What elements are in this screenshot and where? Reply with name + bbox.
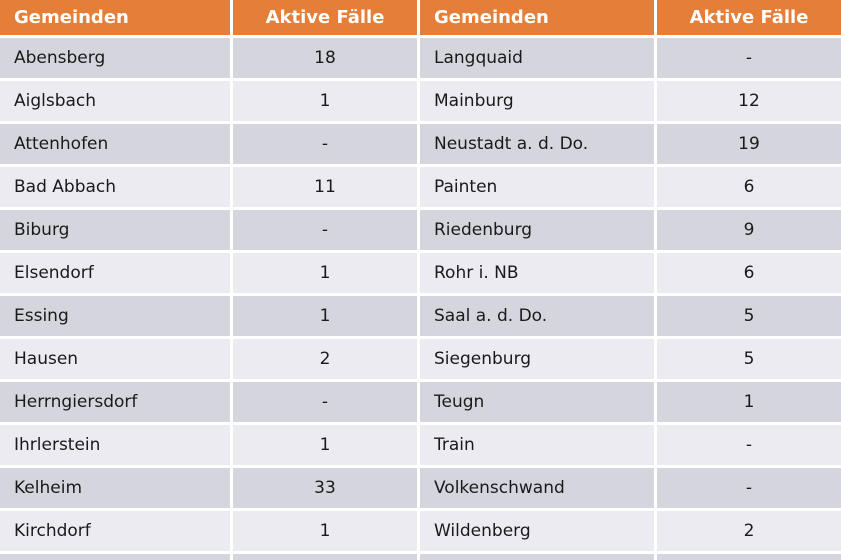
gemeinde-cell: Herrngiersdorf — [0, 382, 230, 422]
gemeinde-cell: Wildenberg — [420, 511, 654, 551]
gemeinde-cell: Saal a. d. Do. — [420, 296, 654, 336]
faelle-cell: 2 — [657, 511, 841, 551]
faelle-cell: 1 — [233, 296, 417, 336]
gemeinde-cell: Kelheim — [0, 468, 230, 508]
header-faelle-right: Aktive Fälle — [657, 0, 841, 35]
gemeinde-cell: Bad Abbach — [0, 167, 230, 207]
faelle-cell: - — [233, 210, 417, 250]
gemeinde-cell: Train — [420, 425, 654, 465]
faelle-cell: 5 — [657, 339, 841, 379]
gemeinde-cell: Elsendorf — [0, 253, 230, 293]
gemeinde-cell: Teugn — [420, 382, 654, 422]
faelle-cell: - — [233, 124, 417, 164]
cutoff-row-cell — [0, 554, 230, 560]
gemeinde-cell: Attenhofen — [0, 124, 230, 164]
faelle-cell: 33 — [233, 468, 417, 508]
faelle-cell: 1 — [233, 81, 417, 121]
faelle-cell: 6 — [657, 167, 841, 207]
gemeinde-cell: Mainburg — [420, 81, 654, 121]
gemeinde-cell: Biburg — [0, 210, 230, 250]
gemeinde-cell: Abensberg — [0, 38, 230, 78]
header-gemeinden-left: Gemeinden — [0, 0, 230, 35]
faelle-cell: 9 — [657, 210, 841, 250]
faelle-cell: 2 — [233, 339, 417, 379]
faelle-cell: 1 — [233, 253, 417, 293]
gemeinde-cell: Siegenburg — [420, 339, 654, 379]
cutoff-row-cell — [233, 554, 417, 560]
faelle-cell: 12 — [657, 81, 841, 121]
gemeinde-cell: Ihrlerstein — [0, 425, 230, 465]
faelle-cell: - — [233, 382, 417, 422]
faelle-cell: 6 — [657, 253, 841, 293]
gemeinde-cell: Aiglsbach — [0, 81, 230, 121]
faelle-cell: 11 — [233, 167, 417, 207]
gemeinde-cell: Riedenburg — [420, 210, 654, 250]
faelle-cell: 5 — [657, 296, 841, 336]
faelle-cell: - — [657, 468, 841, 508]
header-faelle-left: Aktive Fälle — [233, 0, 417, 35]
header-gemeinden-right: Gemeinden — [420, 0, 654, 35]
gemeinde-cell: Kirchdorf — [0, 511, 230, 551]
gemeinde-cell: Volkenschwand — [420, 468, 654, 508]
faelle-cell: 1 — [233, 425, 417, 465]
faelle-cell: 1 — [233, 511, 417, 551]
faelle-cell: 18 — [233, 38, 417, 78]
cutoff-row-cell — [657, 554, 841, 560]
gemeinde-cell: Essing — [0, 296, 230, 336]
gemeinde-cell: Hausen — [0, 339, 230, 379]
gemeinde-cell: Langquaid — [420, 38, 654, 78]
cutoff-row-cell — [420, 554, 654, 560]
gemeinde-cell: Rohr i. NB — [420, 253, 654, 293]
gemeinde-cell: Neustadt a. d. Do. — [420, 124, 654, 164]
faelle-cell: 19 — [657, 124, 841, 164]
faelle-cell: - — [657, 425, 841, 465]
gemeinde-cell: Painten — [420, 167, 654, 207]
faelle-cell: 1 — [657, 382, 841, 422]
faelle-cell: - — [657, 38, 841, 78]
